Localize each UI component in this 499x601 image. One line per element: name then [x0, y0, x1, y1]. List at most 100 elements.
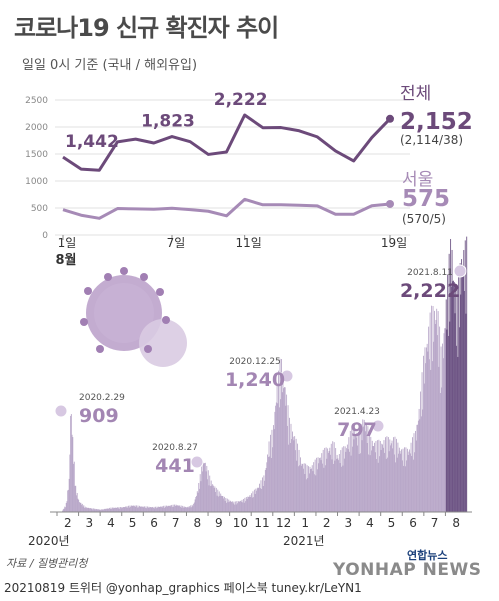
daily-bar — [346, 448, 348, 512]
daily-bar — [454, 313, 456, 512]
daily-bar — [374, 442, 375, 512]
daily-bar — [313, 462, 315, 512]
daily-bar — [398, 453, 400, 512]
daily-bar — [404, 466, 406, 512]
daily-bar — [163, 507, 165, 512]
daily-bar — [409, 453, 411, 512]
daily-bar — [283, 387, 285, 512]
daily-bar — [262, 485, 264, 512]
daily-bar — [242, 498, 244, 512]
daily-bar — [428, 359, 430, 512]
callout-value: 797 — [337, 419, 377, 441]
daily-bar — [100, 510, 102, 512]
daily-bar — [459, 263, 461, 512]
daily-bar — [96, 509, 98, 512]
x-tick-label: 2 — [64, 516, 72, 530]
daily-bar — [222, 496, 224, 512]
daily-bar — [327, 448, 329, 512]
daily-bar — [154, 508, 156, 512]
daily-bar — [149, 507, 151, 512]
daily-bar — [103, 508, 105, 512]
daily-bar — [423, 383, 425, 512]
daily-bar — [123, 507, 125, 512]
daily-bar — [159, 506, 161, 512]
daily-bar — [395, 462, 397, 512]
daily-bar — [447, 274, 449, 512]
daily-bar — [207, 479, 208, 512]
x-tick-label: 11 — [254, 516, 269, 530]
daily-bar — [121, 507, 123, 512]
daily-bar — [316, 457, 318, 512]
daily-bar — [431, 305, 433, 512]
daily-bar — [320, 460, 322, 512]
daily-bar — [152, 506, 154, 512]
daily-bar — [398, 447, 400, 512]
daily-bar — [115, 507, 117, 512]
daily-bar — [341, 447, 343, 512]
daily-bar — [367, 426, 369, 512]
x-tick-label: 1 — [301, 516, 309, 530]
daily-bar — [244, 497, 246, 512]
daily-bar — [137, 505, 139, 512]
daily-bar — [423, 355, 424, 512]
daily-bar — [240, 501, 242, 512]
daily-bar — [223, 496, 225, 512]
daily-bar — [448, 253, 450, 513]
daily-bar — [368, 431, 370, 512]
daily-bar — [411, 455, 413, 512]
daily-bar — [130, 506, 132, 512]
daily-bar — [260, 480, 262, 512]
daily-bar — [65, 507, 66, 512]
year-label: 2020년 — [28, 534, 70, 548]
daily-bar — [441, 387, 443, 512]
daily-bar — [272, 425, 274, 512]
daily-bar — [141, 506, 143, 512]
daily-bar — [210, 486, 211, 512]
daily-bar — [425, 363, 427, 512]
daily-bar — [179, 505, 181, 512]
daily-bar — [282, 372, 284, 512]
daily-bar — [256, 488, 258, 512]
daily-bar — [192, 506, 194, 512]
daily-bar — [218, 491, 220, 512]
daily-bar — [371, 450, 372, 512]
daily-bar — [348, 437, 350, 512]
series-end-detail-seoul: (570/5) — [402, 212, 446, 226]
daily-bar — [334, 460, 336, 512]
daily-bar — [453, 280, 454, 512]
daily-bar — [266, 462, 268, 512]
daily-bar — [460, 294, 462, 512]
daily-bar — [418, 408, 420, 512]
daily-bar — [397, 442, 399, 512]
daily-bar — [261, 488, 263, 512]
daily-bar — [293, 440, 295, 512]
daily-bar — [73, 461, 75, 512]
daily-bar — [262, 477, 263, 512]
daily-bar — [439, 326, 441, 512]
daily-bar — [303, 463, 305, 512]
daily-bar — [427, 351, 429, 512]
daily-bar — [439, 392, 441, 512]
daily-bar — [205, 471, 207, 512]
daily-bar — [209, 475, 211, 512]
callout-marker — [280, 369, 294, 383]
daily-bar — [70, 414, 72, 512]
daily-bar — [231, 502, 233, 512]
daily-bar — [203, 463, 205, 512]
daily-bar — [458, 327, 460, 512]
series-end-point — [386, 199, 394, 208]
daily-bar — [357, 431, 359, 512]
daily-bar — [255, 488, 257, 512]
daily-bar — [241, 499, 243, 512]
daily-bar — [119, 508, 121, 512]
daily-bar — [372, 445, 374, 512]
callout-marker — [453, 264, 467, 278]
daily-bar — [279, 358, 281, 512]
daily-bar — [173, 506, 175, 512]
daily-bar — [323, 467, 325, 512]
daily-bar — [184, 507, 186, 512]
daily-bar — [232, 503, 234, 512]
daily-bar — [65, 502, 67, 512]
x-tick-label: 5 — [129, 516, 137, 530]
daily-bar — [415, 430, 416, 512]
